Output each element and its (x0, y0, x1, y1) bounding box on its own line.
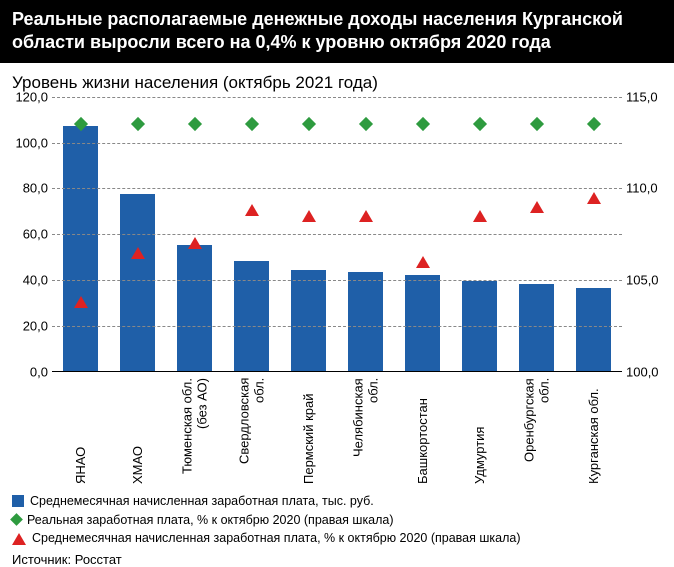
x-axis-labels: ЯНАОХМАОТюменская обл. (без АО)Свердловс… (52, 376, 622, 486)
bar (234, 261, 268, 371)
y-right-tick: 110,0 (626, 181, 662, 196)
triangle-marker (302, 210, 316, 222)
bar (120, 194, 154, 370)
x-tick-label: Челябинская обл. (337, 376, 394, 486)
x-tick-label: ХМАО (109, 376, 166, 486)
bar (177, 245, 211, 371)
diamond-marker (529, 117, 543, 131)
x-tick-label: Пермский край (280, 376, 337, 486)
grid-line (52, 97, 622, 98)
triangle-marker (473, 210, 487, 222)
diamond-marker (586, 117, 600, 131)
legend-text: Реальная заработная плата, % к октябрю 2… (27, 511, 394, 530)
plot-region: 0,020,040,060,080,0100,0120,0100,0105,01… (52, 97, 622, 372)
diamond-marker (301, 117, 315, 131)
y-right-tick: 105,0 (626, 273, 662, 288)
legend-text: Среднемесячная начисленная заработная пл… (30, 492, 374, 511)
x-tick-label: Курганская обл. (565, 376, 622, 486)
x-tick-label: Башкортостан (394, 376, 451, 486)
diamond-marker (187, 117, 201, 131)
y-left-tick: 100,0 (12, 135, 48, 150)
y-left-tick: 80,0 (12, 181, 48, 196)
x-tick-label: Оренбургская обл. (508, 376, 565, 486)
bar (348, 272, 382, 371)
y-left-tick: 0,0 (12, 364, 48, 379)
triangle-marker (530, 201, 544, 213)
grid-line (52, 188, 622, 189)
bar (291, 270, 325, 371)
triangle-marker (188, 237, 202, 249)
header-banner: Реальные располагаемые денежные доходы н… (0, 0, 674, 63)
y-left-tick: 120,0 (12, 89, 48, 104)
grid-line (52, 143, 622, 144)
y-right-tick: 115,0 (626, 89, 662, 104)
diamond-marker (358, 117, 372, 131)
legend: Среднемесячная начисленная заработная пл… (12, 492, 662, 548)
legend-item: Среднемесячная начисленная заработная пл… (12, 492, 662, 511)
x-tick-label: ЯНАО (52, 376, 109, 486)
bar (576, 288, 610, 371)
triangle-marker (416, 256, 430, 268)
legend-marker (12, 533, 26, 545)
bar (519, 284, 553, 371)
triangle-marker (359, 210, 373, 222)
triangle-marker (74, 296, 88, 308)
triangle-marker (587, 192, 601, 204)
chart-subtitle: Уровень жизни населения (октябрь 2021 го… (0, 63, 674, 97)
chart-area: 0,020,040,060,080,0100,0120,0100,0105,01… (12, 97, 662, 372)
x-tick-label: Удмуртия (451, 376, 508, 486)
legend-item: Реальная заработная плата, % к октябрю 2… (12, 511, 662, 530)
bar (405, 275, 439, 371)
diamond-marker (472, 117, 486, 131)
y-left-tick: 20,0 (12, 318, 48, 333)
triangle-marker (245, 204, 259, 216)
bar (63, 126, 97, 371)
y-left-tick: 40,0 (12, 273, 48, 288)
diamond-marker (244, 117, 258, 131)
legend-item: Среднемесячная начисленная заработная пл… (12, 529, 662, 548)
legend-marker (12, 495, 24, 507)
triangle-marker (131, 247, 145, 259)
x-tick-label: Тюменская обл. (без АО) (166, 376, 223, 486)
grid-line (52, 326, 622, 327)
x-tick-label: Свердловская обл. (223, 376, 280, 486)
grid-line (52, 234, 622, 235)
y-left-tick: 60,0 (12, 227, 48, 242)
legend-text: Среднемесячная начисленная заработная пл… (32, 529, 521, 548)
legend-marker (10, 514, 23, 527)
source-text: Источник: Росстат (12, 552, 662, 567)
diamond-marker (415, 117, 429, 131)
diamond-marker (130, 117, 144, 131)
header-text: Реальные располагаемые денежные доходы н… (12, 8, 662, 55)
y-right-tick: 100,0 (626, 364, 662, 379)
grid-line (52, 280, 622, 281)
